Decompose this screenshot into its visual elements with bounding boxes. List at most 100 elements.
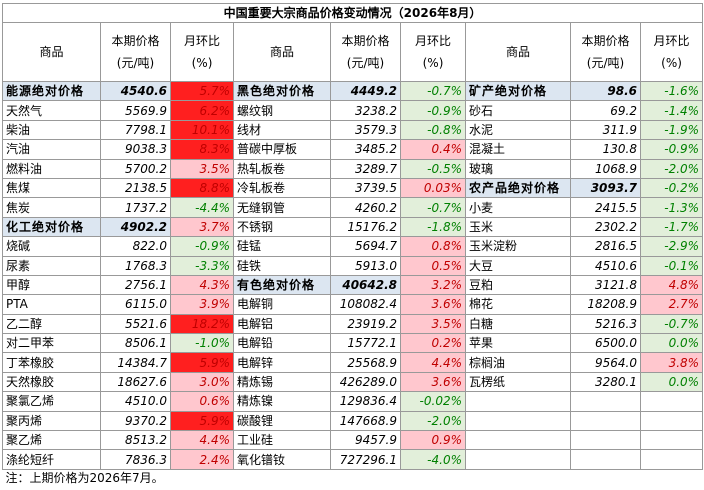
price: 108082.4 — [330, 294, 401, 315]
group-name: 农产品绝对价格 — [465, 177, 571, 199]
price: 6115.0 — [100, 294, 171, 315]
change: -2.0% — [639, 158, 704, 179]
change: -4.4% — [170, 197, 234, 218]
commodity-name: 精炼锡 — [233, 371, 331, 393]
column-header: 月环比 (%) — [170, 22, 234, 82]
commodity-name: 甲醇 — [2, 274, 101, 296]
change: 0.0% — [639, 371, 704, 393]
column-header: 月环比 (%) — [639, 22, 704, 82]
price: 822.0 — [100, 236, 171, 257]
price: 4902.2 — [100, 216, 171, 238]
price: 1768.3 — [100, 255, 171, 276]
change: 5.7% — [170, 80, 234, 102]
change: -2.0% — [400, 410, 466, 432]
change: 4.3% — [170, 274, 234, 296]
commodity-name: 线材 — [233, 119, 331, 141]
change: 8.3% — [170, 139, 234, 160]
empty-cell — [570, 430, 641, 451]
note-row: 注：上期价格为2026年7月。 — [2, 468, 703, 487]
group-name: 有色绝对价格 — [233, 274, 331, 296]
price: 311.9 — [570, 119, 641, 141]
price: 727296.1 — [330, 449, 401, 470]
empty-cell — [570, 449, 641, 470]
data-row: 聚乙烯 8513.2 4.4% 工业硅 9457.9 0.9% — [2, 430, 704, 451]
title-row: 中国重要大宗商品价格变动情况（2026年8月） — [1, 3, 704, 23]
price: 5913.0 — [330, 255, 401, 276]
price: 8506.1 — [100, 333, 171, 354]
change: -0.02% — [400, 391, 466, 412]
commodity-name: 瓦楞纸 — [465, 371, 571, 393]
price: 9564.0 — [570, 352, 641, 373]
commodity-name: 电解铜 — [233, 294, 331, 315]
change: -1.3% — [639, 197, 704, 218]
price: 6500.0 — [570, 333, 641, 354]
commodity-name: 硅锰 — [233, 236, 331, 257]
price: 9457.9 — [330, 430, 401, 451]
change: 3.8% — [639, 352, 704, 373]
column-header: 本期价格 (元/吨) — [570, 22, 641, 82]
data-row: 焦炭 1737.2 -4.4% 无缝钢管 4260.2 -0.7% 小麦 2415.5 -1.3… — [2, 197, 704, 218]
commodity-name: 精炼镍 — [233, 391, 331, 412]
price: 3280.1 — [570, 371, 641, 393]
price: 18208.9 — [570, 294, 641, 315]
price: 8513.2 — [100, 430, 171, 451]
price: 2138.5 — [100, 177, 171, 199]
data-row: 天然气 5569.9 6.2% 螺纹钢 3238.2 -0.9% 砂石 69.2 -1.4% — [2, 100, 704, 121]
change: 10.1% — [170, 119, 234, 141]
commodity-name: 混凝土 — [465, 139, 571, 160]
price: 147668.9 — [330, 410, 401, 432]
price: 3485.2 — [330, 139, 401, 160]
change: 8.8% — [170, 177, 234, 199]
change: 3.6% — [400, 294, 466, 315]
change: 5.9% — [170, 410, 234, 432]
commodity-name: 大豆 — [465, 255, 571, 276]
commodity-name: 聚丙烯 — [2, 410, 101, 432]
change: -1.9% — [639, 119, 704, 141]
data-row: 能源绝对价格 4540.6 5.7% 黑色绝对价格 4449.2 -0.7% 矿产绝对价格 9… — [2, 80, 704, 102]
price: 2302.2 — [570, 216, 641, 238]
group-name: 能源绝对价格 — [2, 80, 101, 102]
price: 1737.2 — [100, 197, 171, 218]
commodity-name: 豆粕 — [465, 274, 571, 296]
group-name: 矿产绝对价格 — [465, 80, 571, 102]
commodity-name: 乙二醇 — [2, 313, 101, 335]
commodity-name: 水泥 — [465, 119, 571, 141]
commodity-name: 焦炭 — [2, 197, 101, 218]
change: 3.5% — [400, 313, 466, 335]
price: 9370.2 — [100, 410, 171, 432]
data-row: 尿素 1768.3 -3.3% 硅铁 5913.0 0.5% 大豆 4510.6 -0.1% — [2, 255, 704, 276]
price: 5521.6 — [100, 313, 171, 335]
change: 4.4% — [170, 430, 234, 451]
price: 2756.1 — [100, 274, 171, 296]
column-header: 月环比 (%) — [400, 22, 466, 82]
data-row: 焦煤 2138.5 8.8% 冷轧板卷 3739.5 0.03% 农产品绝对价格 3093.7… — [2, 177, 704, 199]
price: 130.8 — [570, 139, 641, 160]
change: 0.0% — [639, 333, 704, 354]
change: 0.4% — [400, 139, 466, 160]
commodity-name: 小麦 — [465, 197, 571, 218]
commodity-name: 丁苯橡胶 — [2, 352, 101, 373]
column-header: 商品 — [465, 22, 571, 82]
change: 0.2% — [400, 333, 466, 354]
empty-cell — [465, 391, 571, 412]
group-name: 黑色绝对价格 — [233, 80, 331, 102]
change: -1.8% — [400, 216, 466, 238]
price: 426289.0 — [330, 371, 401, 393]
change: 2.7% — [639, 294, 704, 315]
change: -0.7% — [639, 313, 704, 335]
header-row: 商品 本期价格 (元/吨) 月环比 (%) 商品 本期价格 (元/吨) 月环比 (%) 商品… — [2, 22, 704, 82]
price: 129836.4 — [330, 391, 401, 412]
price: 25568.9 — [330, 352, 401, 373]
empty-cell — [465, 430, 571, 451]
price: 7798.1 — [100, 119, 171, 141]
commodity-name: 白糖 — [465, 313, 571, 335]
data-row: 丁苯橡胶 14384.7 5.9% 电解锌 25568.9 4.4% 棕榈油 9564.0 3.… — [2, 352, 704, 373]
data-row: 对二甲苯 8506.1 -1.0% 电解铅 15772.1 0.2% 苹果 6500.0 0.0… — [2, 333, 704, 354]
change: 3.7% — [170, 216, 234, 238]
change: -1.4% — [639, 100, 704, 121]
commodity-name: 电解铝 — [233, 313, 331, 335]
change: 0.6% — [170, 391, 234, 412]
data-row: 甲醇 2756.1 4.3% 有色绝对价格 40642.8 3.2% 豆粕 3121.8 4.8… — [2, 274, 704, 296]
data-row: 天然橡胶 18627.6 3.0% 精炼锡 426289.0 3.6% 瓦楞纸 3280.1 0… — [2, 371, 704, 393]
